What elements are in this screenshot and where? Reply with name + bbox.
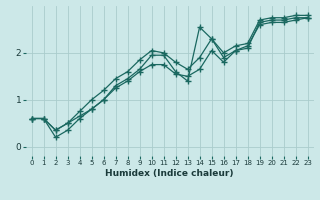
X-axis label: Humidex (Indice chaleur): Humidex (Indice chaleur): [105, 169, 234, 178]
